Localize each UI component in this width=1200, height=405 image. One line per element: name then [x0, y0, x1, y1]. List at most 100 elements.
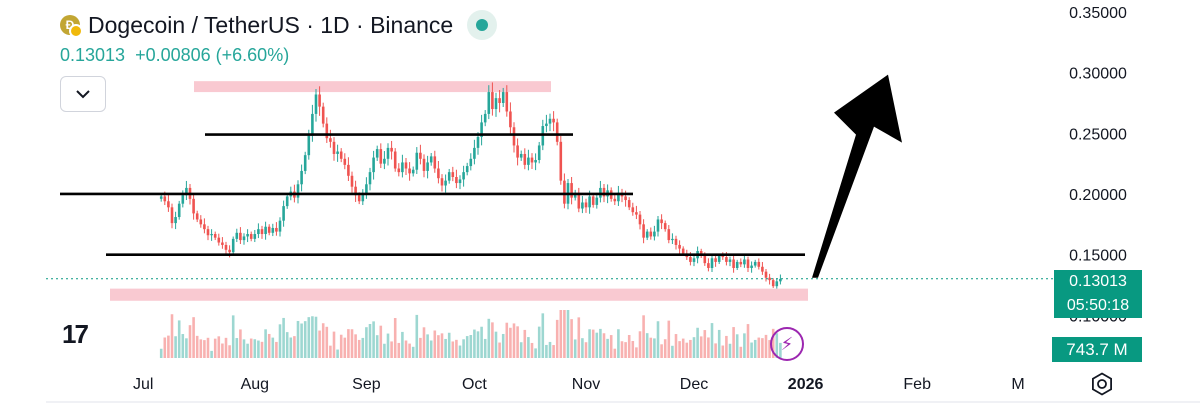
candle-body [314, 94, 318, 114]
candle-body [692, 258, 696, 262]
volume-bar [235, 338, 239, 358]
volume-bar [404, 340, 408, 358]
volume-bar [437, 335, 440, 358]
volume-bar [444, 338, 447, 358]
collapse-legend-button[interactable] [60, 76, 106, 112]
candle-body [242, 236, 246, 241]
candle-body [260, 229, 264, 235]
volume-bar [339, 334, 343, 358]
volume-bar [725, 335, 728, 358]
candle-body [264, 226, 267, 235]
volume-bar [501, 333, 505, 358]
candle-body [721, 255, 725, 258]
candle-body [638, 214, 642, 225]
candle-body [458, 179, 462, 184]
volume-bar [753, 339, 757, 358]
volume-bar [282, 317, 285, 358]
volume-bar [545, 344, 548, 358]
candle-body [249, 234, 253, 239]
volume-bar [354, 334, 357, 358]
volume-bar [415, 314, 419, 358]
candle-body [577, 192, 581, 209]
volume-bar [221, 343, 224, 358]
volume-bar [563, 310, 566, 358]
up-arrow-projection [812, 74, 902, 278]
candle-body [548, 118, 552, 124]
tradingview-logo[interactable]: 17 [62, 319, 89, 349]
candle-body [311, 113, 314, 136]
lightning-icon[interactable]: ⚡ [770, 327, 804, 361]
candle-body [537, 145, 541, 161]
candle-body [235, 232, 239, 239]
volume-bar [368, 324, 372, 358]
candle-body [408, 168, 411, 174]
candle-body [221, 242, 224, 245]
volume-bar [411, 346, 415, 358]
volume-bar [185, 338, 188, 358]
volume-bar [386, 333, 390, 358]
time-tick-label: Feb [903, 376, 931, 393]
candle-body [469, 158, 473, 167]
volume-bar [260, 341, 264, 358]
volume-bar [357, 339, 361, 358]
volume-bar [473, 329, 476, 358]
time-axis[interactable]: Jul Aug Sep Oct Nov Dec 2026 Feb M [133, 376, 1025, 393]
volume-bar [523, 329, 527, 358]
volume-bar [465, 336, 469, 358]
candle-body [779, 278, 782, 282]
candle-body [707, 263, 710, 268]
candle-body [653, 231, 656, 237]
volume-bar [555, 319, 559, 358]
volume-bar [491, 322, 494, 358]
candle-body [253, 234, 257, 239]
candle-body [527, 157, 530, 165]
volume-bar [768, 340, 771, 358]
volume-bar [476, 331, 480, 358]
volume-bar [483, 338, 487, 358]
candle-body [170, 207, 174, 224]
volume-bar [350, 329, 354, 358]
candle-body [368, 172, 372, 185]
candle-body [581, 202, 584, 209]
symbol-title[interactable]: Dogecoin / TetherUS · 1D · Binance [88, 11, 454, 38]
volume-bar [300, 323, 303, 358]
volume-bar [671, 345, 674, 358]
volume-bar [685, 342, 689, 358]
volume-bar [599, 328, 602, 358]
volume-bar [275, 341, 278, 358]
volume-bar [699, 336, 703, 358]
levels-layer [46, 133, 1054, 280]
volume-bar [696, 327, 699, 358]
candle-body [595, 197, 599, 205]
volume-bar [228, 345, 231, 358]
volume-bar [289, 337, 293, 358]
volume-bar [710, 323, 714, 358]
volume-bar [314, 316, 318, 358]
volume-value-label: 743.7 M [1052, 337, 1142, 362]
time-tick-label: 2026 [788, 376, 824, 393]
candle-body [426, 162, 429, 171]
volume-bar [663, 339, 667, 358]
candle-body [163, 196, 167, 202]
volume-bar [447, 332, 451, 358]
volume-bar [217, 336, 221, 358]
candle-body [552, 118, 555, 123]
volume-bar [329, 345, 332, 358]
candle-body [296, 184, 300, 198]
volume-bar [332, 331, 336, 358]
volume-bar [188, 325, 192, 358]
volume-bar [591, 329, 595, 358]
settings-gear-icon[interactable] [1090, 372, 1114, 396]
candle-body [174, 217, 177, 224]
candle-body [321, 106, 325, 124]
demand-zone [110, 288, 808, 301]
candle-body [505, 92, 509, 112]
candle-body [584, 202, 588, 208]
candle-body [239, 232, 242, 241]
candle-body [372, 157, 375, 173]
volume-bar [231, 315, 235, 358]
volume-bar [375, 335, 379, 358]
volume-bar [577, 317, 581, 358]
candle-body [440, 178, 444, 186]
